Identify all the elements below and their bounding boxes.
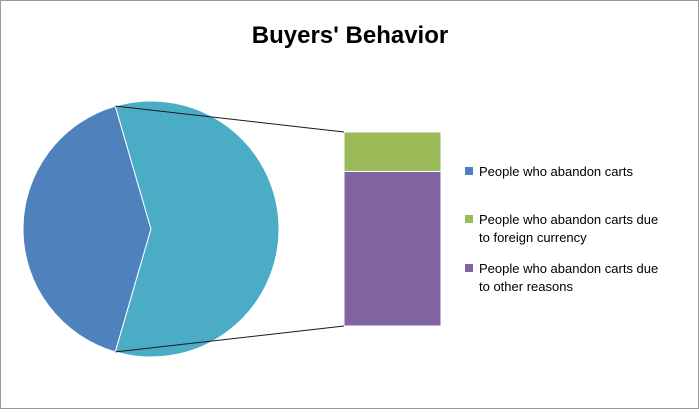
legend-label: People who abandon carts due	[479, 261, 658, 276]
chart-title: Buyers' Behavior	[252, 22, 448, 49]
legend-item-foreign-currency: People who abandon carts due to foreign c…	[465, 212, 658, 245]
connector-line-top	[115, 105, 345, 133]
connector-line-bottom	[115, 325, 345, 353]
pie	[22, 100, 280, 358]
legend-item-abandon-carts: People who abandon carts	[465, 164, 633, 179]
bar-segment-foreign-currency	[343, 131, 442, 172]
legend-item-other-reasons: People who abandon carts due to other rea…	[465, 261, 658, 294]
legend-swatch	[465, 215, 473, 223]
legend-label: to other reasons	[479, 279, 573, 294]
bar-segment-other-reasons	[343, 170, 442, 327]
legend-label: People who abandon carts due	[479, 212, 658, 227]
legend-label: People who abandon carts	[479, 164, 633, 179]
pie-slice-rest	[114, 100, 280, 358]
pie-slice-abandon-carts	[22, 105, 152, 353]
legend-swatch	[465, 167, 473, 175]
legend-swatch	[465, 264, 473, 272]
breakdown-bar	[115, 105, 442, 353]
legend-label: to foreign currency	[479, 230, 587, 245]
legend: People who abandon carts People who aband…	[465, 164, 658, 294]
